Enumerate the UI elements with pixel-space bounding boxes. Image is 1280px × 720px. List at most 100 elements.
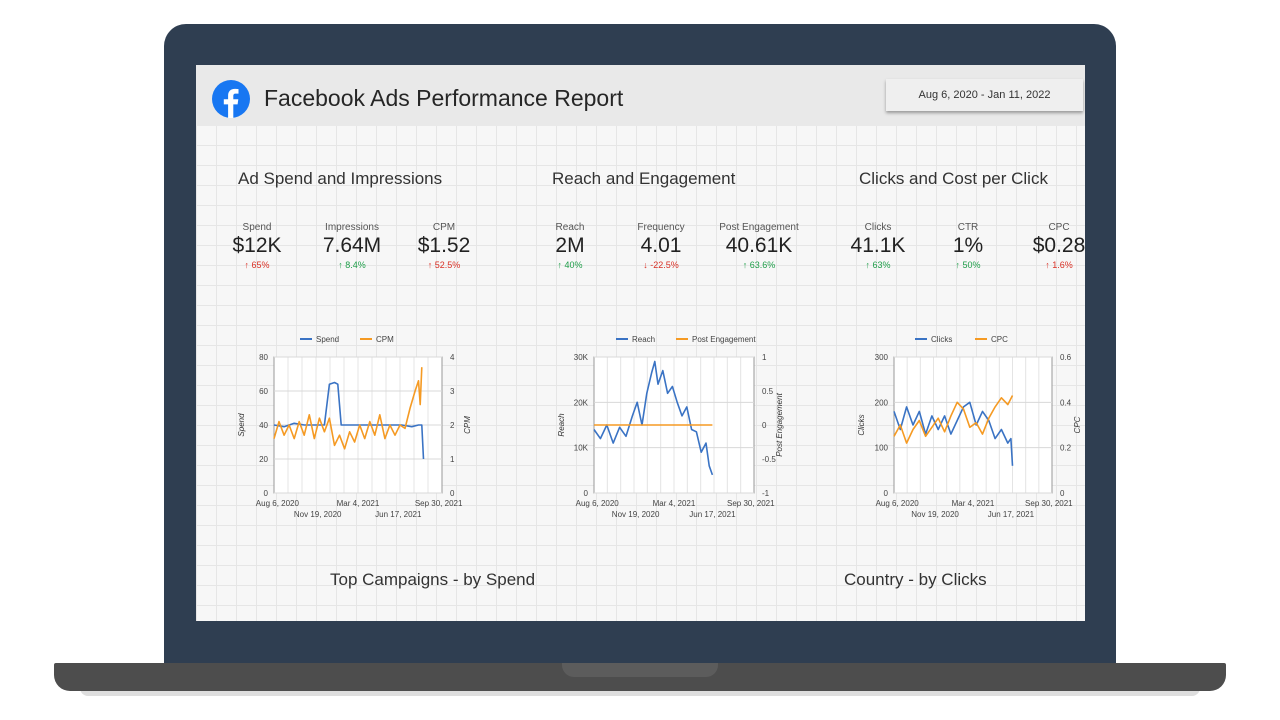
kpi-delta: ↑ 50% <box>955 260 981 270</box>
kpi-label: Reach <box>555 222 585 233</box>
y2-tick-label: 0.2 <box>1060 444 1072 453</box>
y-tick-label: 60 <box>259 387 268 396</box>
facebook-logo-icon <box>212 80 250 118</box>
legend-label: Reach <box>632 335 655 344</box>
kpi-value: 1% <box>952 234 984 257</box>
y-tick-label: 200 <box>875 398 889 407</box>
x-tick-label: Sep 30, 2021 <box>727 499 775 508</box>
x-tick-label: Sep 30, 2021 <box>415 499 463 508</box>
legend-label: CPM <box>376 335 394 344</box>
country-clicks-title: Country - by Clicks <box>844 570 987 589</box>
legend-label: CPC <box>991 335 1008 344</box>
x-tick-label: Nov 19, 2020 <box>911 510 959 519</box>
series-line-spend <box>273 381 425 460</box>
report-canvas: Facebook Ads Performance Report Aug 6, 2… <box>196 65 1085 621</box>
series-line-cpc <box>893 395 1014 444</box>
y-axis-label: Spend <box>237 413 246 437</box>
y2-tick-label: -1 <box>762 489 770 498</box>
y-tick-label: 30K <box>574 353 589 362</box>
kpi-cpc: CPC $0.28 ↑ 1.6% <box>1014 222 1085 270</box>
x-tick-label: Jun 17, 2021 <box>375 510 422 519</box>
y-tick-label: 300 <box>875 353 889 362</box>
laptop-base-shadow <box>80 688 1200 696</box>
y2-axis-label: CPM <box>463 416 472 434</box>
kpi-value: 4.01 <box>640 234 682 257</box>
kpi-frequency: Frequency 4.01 ↓ -22.5% <box>616 222 706 270</box>
y2-tick-label: 1 <box>762 353 767 362</box>
series-line-cpm <box>273 367 423 450</box>
kpi-label: CTR <box>957 222 979 233</box>
legend-label: Spend <box>316 335 339 344</box>
y2-tick-label: 0.4 <box>1060 398 1072 407</box>
kpi-label: CPC <box>1048 222 1070 233</box>
y-tick-label: 0 <box>584 489 589 498</box>
y-tick-label: 80 <box>259 353 268 362</box>
report-header: Facebook Ads Performance Report Aug 6, 2… <box>196 65 1085 126</box>
kpi-delta: ↑ 63% <box>865 260 891 270</box>
series-line-reach <box>593 360 714 476</box>
kpi-value: 2M <box>555 234 585 257</box>
x-tick-label: Sep 30, 2021 <box>1025 499 1073 508</box>
y2-tick-label: 4 <box>450 353 455 362</box>
y-tick-label: 20K <box>574 398 589 407</box>
reach-engagement-chart: Reach Post Engagement 30K 20K 10K 0 1 0.5 0 -0.5 -… <box>557 335 784 519</box>
legend-label: Post Engagement <box>692 335 756 344</box>
section-title-reach: Reach and Engagement <box>552 169 736 188</box>
kpi-clicks: Clicks 41.1K ↑ 63% <box>833 222 923 270</box>
kpi-label: Spend <box>242 222 272 233</box>
kpi-label: Post Engagement <box>719 222 799 233</box>
kpi-impressions: Impressions 7.64M ↑ 8.4% <box>307 222 397 270</box>
x-tick-label: Aug 6, 2020 <box>256 499 300 508</box>
y2-tick-label: -0.5 <box>762 455 776 464</box>
y2-tick-label: 3 <box>450 387 455 396</box>
kpi-delta: ↑ 8.4% <box>338 260 366 270</box>
kpi-value: $0.28 <box>1032 234 1085 257</box>
page-title: Facebook Ads Performance Report <box>264 85 624 111</box>
y2-tick-label: 2 <box>450 421 455 430</box>
kpi-delta: ↓ -22.5% <box>643 260 679 270</box>
kpi-post-engagement: Post Engagement 40.61K ↑ 63.6% <box>714 222 804 270</box>
series-line-clicks <box>893 401 1014 466</box>
date-range-picker[interactable]: Aug 6, 2020 - Jan 11, 2022 <box>886 79 1083 111</box>
y2-axis-label: CPC <box>1073 416 1082 433</box>
kpi-delta: ↑ 63.6% <box>742 260 776 270</box>
kpi-delta: ↑ 65% <box>244 260 270 270</box>
y2-axis-label: Post Engagement <box>775 392 784 456</box>
y-axis-label: Reach <box>557 413 566 437</box>
kpi-label: CPM <box>432 222 456 233</box>
kpi-label: Impressions <box>325 222 379 233</box>
kpi-delta: ↑ 1.6% <box>1045 260 1073 270</box>
section-title-clicks: Clicks and Cost per Click <box>859 169 1048 188</box>
kpi-spend: Spend $12K ↑ 65% <box>212 222 302 270</box>
y-tick-label: 40 <box>259 421 268 430</box>
kpi-label: Clicks <box>864 222 892 233</box>
kpi-value: 41.1K <box>850 234 906 257</box>
x-tick-label: Mar 4, 2021 <box>653 499 696 508</box>
kpi-label: Frequency <box>637 222 685 233</box>
x-tick-label: Aug 6, 2020 <box>876 499 920 508</box>
y-axis-label: Clicks <box>857 414 866 435</box>
kpi-reach: Reach 2M ↑ 40% <box>525 222 615 270</box>
section-title-spend: Ad Spend and Impressions <box>238 169 443 188</box>
y-tick-label: 100 <box>875 444 889 453</box>
kpi-value: $12K <box>232 234 282 257</box>
y2-tick-label: 1 <box>450 455 455 464</box>
x-tick-label: Mar 4, 2021 <box>952 499 995 508</box>
kpi-delta: ↑ 40% <box>557 260 583 270</box>
x-tick-label: Nov 19, 2020 <box>294 510 342 519</box>
y2-tick-label: 0 <box>1060 489 1065 498</box>
kpi-ctr: CTR 1% ↑ 50% <box>923 222 1013 270</box>
y2-tick-label: 0 <box>450 489 455 498</box>
legend-label: Clicks <box>931 335 952 344</box>
y2-tick-label: 0 <box>762 421 767 430</box>
x-tick-label: Nov 19, 2020 <box>612 510 660 519</box>
x-tick-label: Mar 4, 2021 <box>337 499 380 508</box>
x-tick-label: Jun 17, 2021 <box>689 510 736 519</box>
y-tick-label: 0 <box>884 489 889 498</box>
laptop-notch <box>562 663 718 677</box>
kpi-delta: ↑ 52.5% <box>427 260 461 270</box>
y-tick-label: 10K <box>574 444 589 453</box>
top-campaigns-title: Top Campaigns - by Spend <box>330 570 536 589</box>
